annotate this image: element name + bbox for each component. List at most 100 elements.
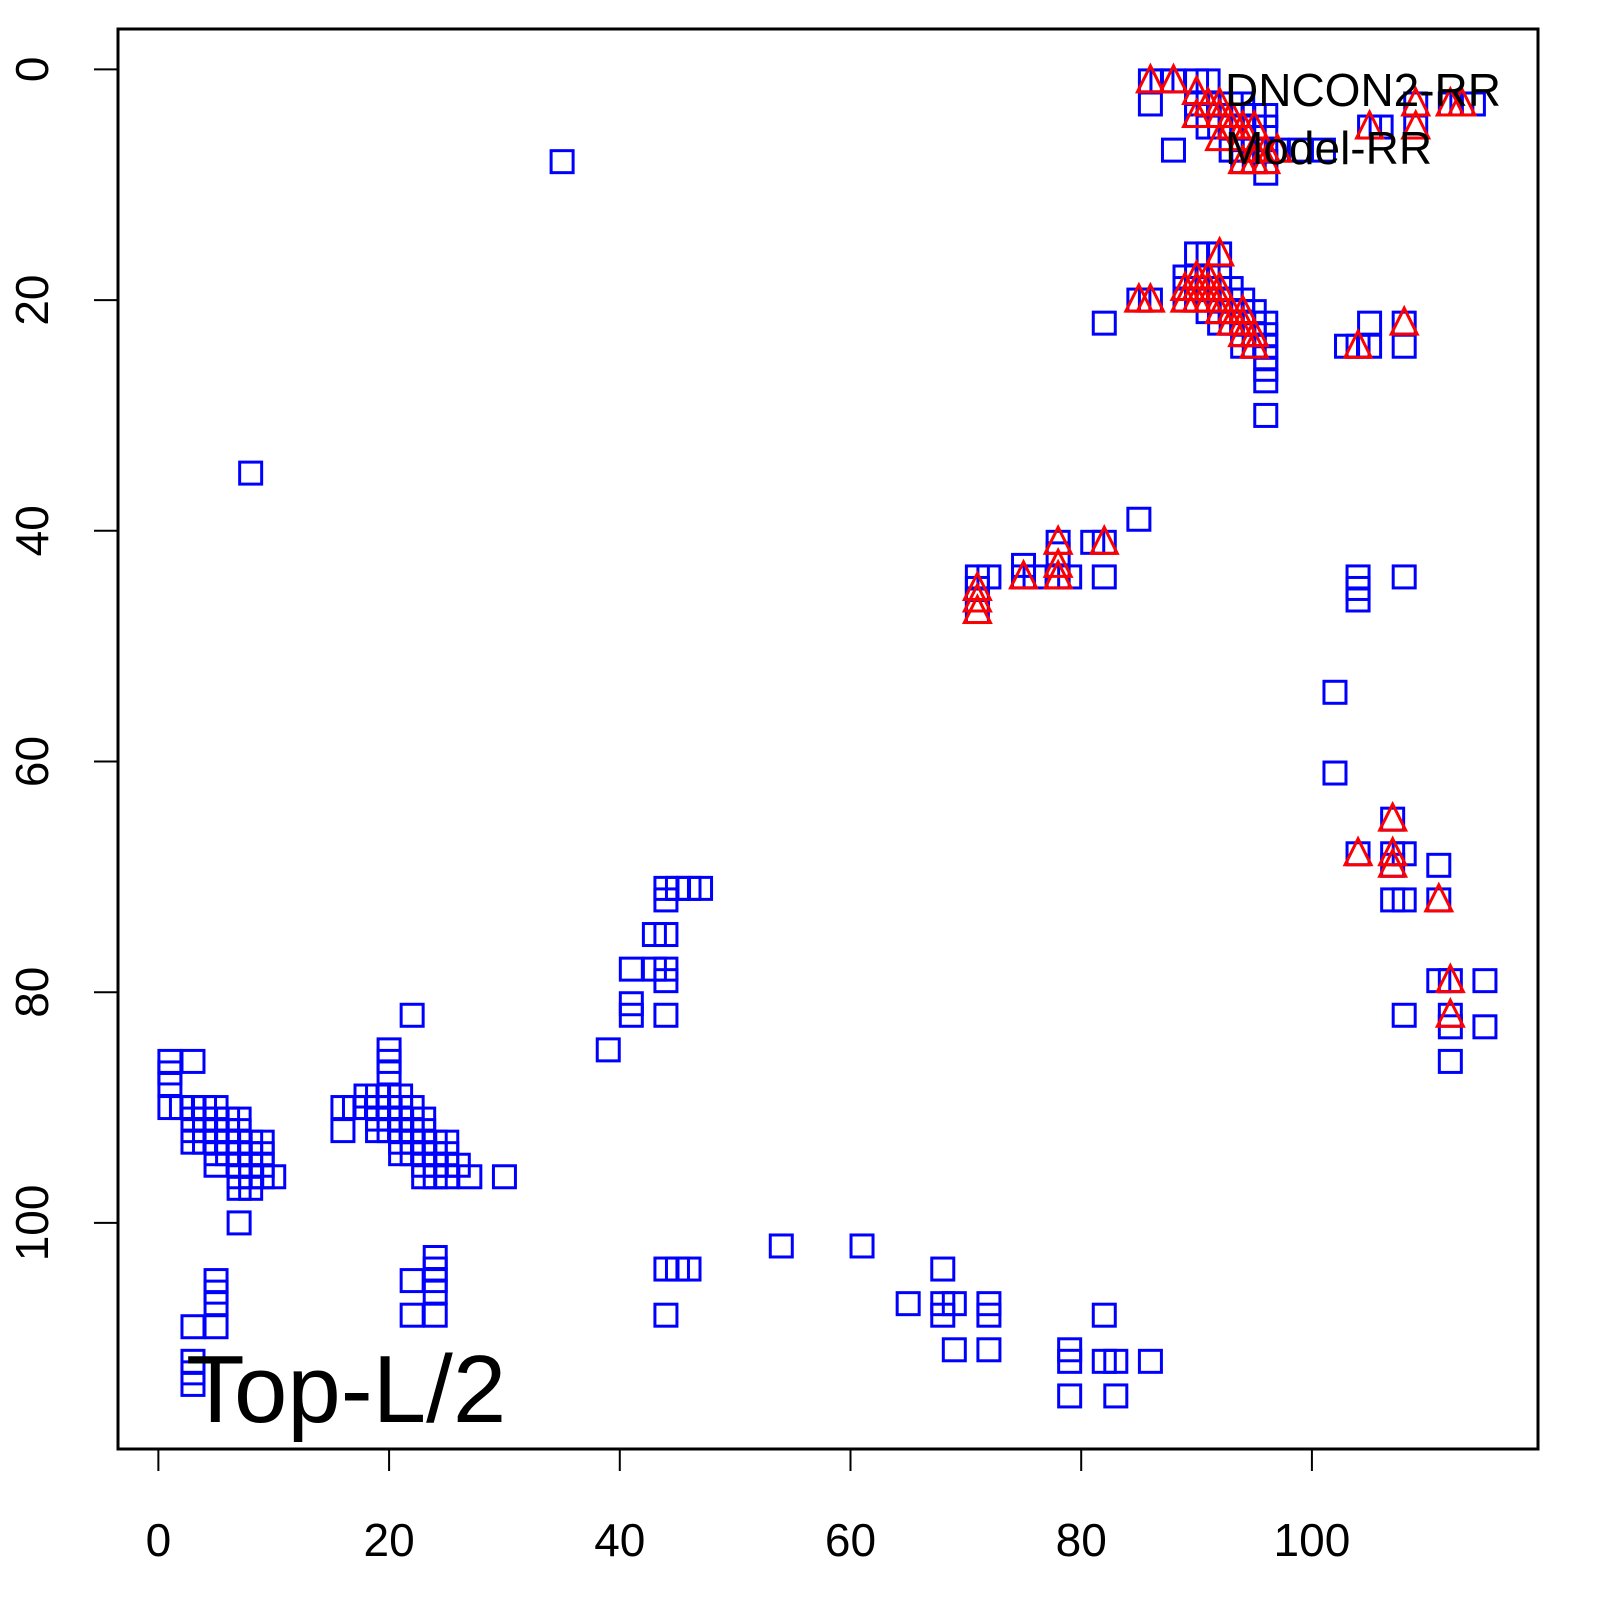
square-point <box>1322 679 1348 705</box>
square-point <box>1091 564 1117 590</box>
triangle-point <box>1204 120 1236 152</box>
y-axis: 0 20 40 60 80 100 <box>6 57 119 1261</box>
square-point <box>1426 852 1452 878</box>
triangle-point <box>1354 108 1386 140</box>
triangle-point <box>1342 835 1374 867</box>
square-point <box>1253 402 1279 428</box>
square-point <box>688 875 714 901</box>
square-point <box>1126 506 1152 532</box>
triangle-point <box>1238 327 1270 359</box>
triangle-point <box>1446 85 1478 117</box>
triangle-point <box>1423 881 1455 913</box>
triangle-point <box>1204 85 1236 117</box>
square-point <box>930 1256 956 1282</box>
square-point <box>238 460 264 486</box>
triangle-point <box>1008 558 1039 590</box>
triangle-point <box>1377 846 1409 878</box>
square-point <box>399 1268 425 1294</box>
triangle-point <box>1250 143 1282 175</box>
square-point <box>595 1037 621 1063</box>
data-marks <box>157 62 1498 1409</box>
square-point <box>1137 91 1163 117</box>
square-point <box>1472 968 1498 994</box>
x-axis: 0 20 40 60 80 100 <box>146 1448 1351 1566</box>
triangle-point <box>1134 62 1166 94</box>
triangle-point <box>1042 558 1074 590</box>
square-point <box>180 1048 206 1074</box>
square-point <box>618 956 644 982</box>
square-point <box>457 1164 483 1190</box>
square-point <box>1472 1014 1498 1040</box>
square-point <box>1103 1348 1129 1374</box>
square-point <box>549 149 575 175</box>
legend-entry-dncon2-rr: DNCON2-RR <box>1225 64 1501 116</box>
triangle-point <box>1215 97 1247 129</box>
square-point <box>491 1164 517 1190</box>
square-point <box>676 1256 702 1282</box>
square-point <box>1057 1383 1083 1409</box>
triangle-point <box>1134 281 1166 313</box>
square-point <box>1391 1002 1417 1028</box>
square-point <box>976 1337 1002 1363</box>
y-tick-label: 40 <box>6 505 58 556</box>
square-point <box>1345 587 1371 613</box>
square-point <box>653 968 679 994</box>
square-point <box>1357 310 1383 336</box>
square-point <box>1091 310 1117 336</box>
square-point <box>203 1314 229 1340</box>
triangle-point <box>1377 835 1409 867</box>
square-point <box>930 1302 956 1328</box>
triangle-point <box>1342 327 1374 359</box>
square-point <box>180 1371 206 1397</box>
triangle-point <box>1042 547 1074 578</box>
square-point <box>849 1233 875 1259</box>
triangle-point <box>961 593 993 625</box>
square-point <box>1160 137 1186 163</box>
square-point <box>618 1002 644 1028</box>
triangle-point <box>1434 962 1466 994</box>
square-point <box>653 922 679 948</box>
square-point <box>653 1302 679 1328</box>
triangle-point <box>1238 316 1270 348</box>
triangle-point <box>1400 108 1432 140</box>
triangle-point <box>1204 281 1236 313</box>
x-tick-label: 0 <box>146 1514 172 1566</box>
square-point <box>330 1118 356 1144</box>
square-point <box>1437 1048 1463 1074</box>
square-point <box>226 1210 252 1236</box>
x-tick-label: 20 <box>363 1514 414 1566</box>
triangle-point <box>1377 800 1409 832</box>
square-point <box>768 1233 794 1259</box>
square-point <box>941 1337 967 1363</box>
square-point <box>1057 1348 1083 1374</box>
square-point <box>422 1302 448 1328</box>
legend-entry-model-rr: Model-RR <box>1225 122 1432 174</box>
square-point <box>238 1175 264 1201</box>
square-point <box>1310 137 1336 163</box>
y-tick-label: 80 <box>6 967 58 1018</box>
triangle-point <box>1204 235 1236 267</box>
x-tick-label: 80 <box>1056 1514 1107 1566</box>
y-tick-label: 20 <box>6 274 58 325</box>
square-point <box>1091 1302 1117 1328</box>
triangle-point <box>1388 304 1420 336</box>
x-tick-label: 60 <box>825 1514 876 1566</box>
x-tick-label: 100 <box>1274 1514 1351 1566</box>
triangle-point <box>1158 62 1189 94</box>
square-point <box>399 1002 425 1028</box>
square-point <box>653 887 679 913</box>
annotation-label: Top-L/2 <box>186 1336 506 1443</box>
triangle-point <box>1434 996 1466 1028</box>
square-point <box>653 1002 679 1028</box>
square-point <box>1253 368 1279 394</box>
square-point <box>1103 1383 1129 1409</box>
triangle-point <box>1088 523 1120 555</box>
square-point <box>1322 760 1348 786</box>
triangle-point <box>1181 97 1212 129</box>
triangle-point <box>961 581 993 613</box>
square-point <box>1391 887 1417 913</box>
y-tick-label: 0 <box>6 57 58 83</box>
y-tick-label: 60 <box>6 736 58 787</box>
plot-frame <box>116 27 1540 1451</box>
